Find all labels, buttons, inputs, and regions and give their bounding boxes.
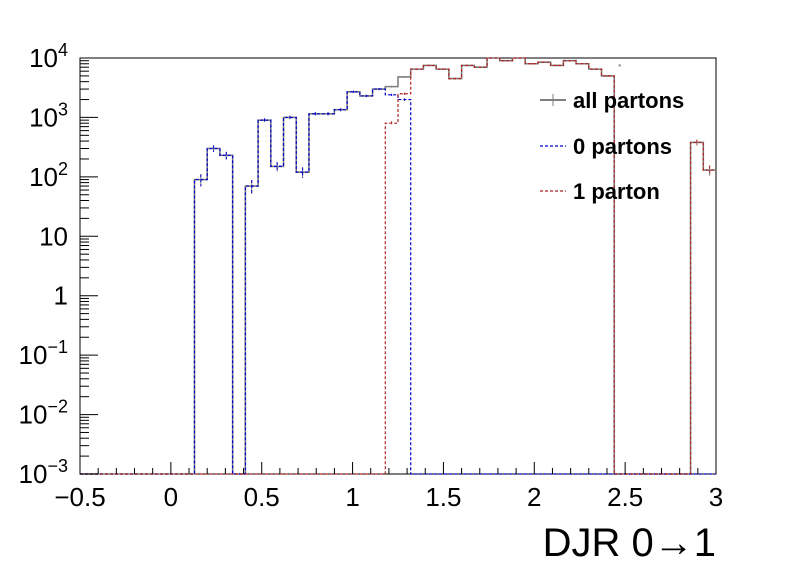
x-tick-label: 0 [164, 482, 178, 512]
x-tick-label: 1 [345, 482, 359, 512]
y-tick-label: 104 [29, 40, 68, 73]
y-tick-label: 1 [54, 281, 68, 311]
y-tick-label: 10−2 [19, 397, 68, 430]
y-tick-label: 10 [39, 221, 68, 251]
y-axis: 10−3 10−2 10−1 1 10 102 103 104 [19, 40, 98, 489]
x-tick-label: 3 [709, 482, 723, 512]
x-tick-label: 0.5 [244, 482, 280, 512]
x-tick-label: −0.5 [54, 482, 105, 512]
y-tick-label: 102 [29, 159, 68, 192]
series-1-parton [80, 57, 716, 475]
series-line-1-parton [80, 57, 716, 475]
legend-label-all-partons: all partons [573, 88, 684, 113]
y-tick-label: 103 [29, 99, 68, 132]
y-tick-label: 10−3 [19, 456, 68, 489]
legend-label-0-partons: 0 partons [573, 134, 672, 159]
x-tick-label: 2.5 [607, 482, 643, 512]
x-axis: −0.5 0 0.5 1 1.5 2 2.5 3 [54, 462, 723, 512]
x-tick-label: 2 [527, 482, 541, 512]
histogram-layer [80, 57, 716, 475]
legend-label-1-parton: 1 parton [573, 179, 660, 204]
legend: all partons 0 partons 1 parton [540, 88, 684, 204]
plot-frame [79, 57, 717, 475]
series-line-0-partons [80, 88, 716, 475]
x-tick-label: 1.5 [425, 482, 461, 512]
y-tick-label: 10−1 [19, 337, 68, 370]
series-0-partons [80, 88, 716, 475]
x-axis-title: DJR 0→1 [543, 521, 716, 565]
